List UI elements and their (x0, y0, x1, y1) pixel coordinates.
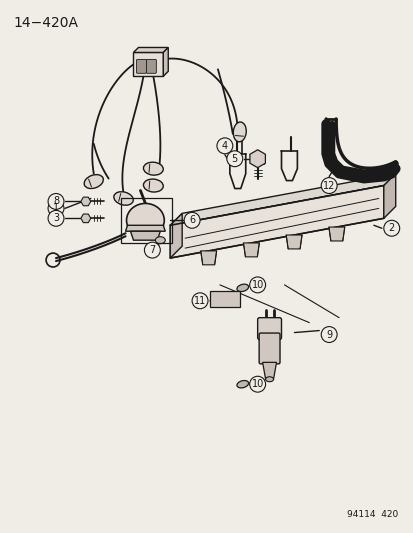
Circle shape (48, 193, 64, 209)
Circle shape (320, 177, 336, 193)
Circle shape (184, 212, 199, 228)
Polygon shape (130, 231, 160, 240)
Circle shape (249, 376, 265, 392)
Circle shape (48, 200, 64, 216)
Circle shape (249, 277, 265, 293)
Polygon shape (170, 174, 395, 225)
Ellipse shape (236, 284, 248, 292)
Polygon shape (81, 197, 90, 206)
Polygon shape (243, 243, 259, 257)
Circle shape (216, 138, 232, 154)
Text: 3: 3 (53, 213, 59, 223)
Polygon shape (170, 213, 182, 258)
Circle shape (48, 211, 64, 227)
FancyBboxPatch shape (136, 59, 146, 74)
Polygon shape (133, 47, 168, 52)
Polygon shape (133, 52, 163, 76)
Text: 14−420A: 14−420A (13, 15, 78, 30)
Text: 5: 5 (231, 154, 237, 164)
Text: 12: 12 (322, 181, 335, 190)
Text: 9: 9 (325, 329, 332, 340)
Polygon shape (170, 185, 383, 258)
Text: 8: 8 (53, 197, 59, 206)
Polygon shape (163, 47, 168, 76)
Ellipse shape (143, 162, 163, 175)
Polygon shape (200, 251, 216, 265)
Text: 94114  420: 94114 420 (347, 510, 398, 519)
Polygon shape (125, 225, 165, 231)
Polygon shape (81, 214, 90, 223)
Text: 6: 6 (189, 215, 195, 225)
Polygon shape (262, 362, 276, 379)
Circle shape (144, 242, 160, 258)
Polygon shape (383, 174, 395, 219)
Circle shape (192, 293, 207, 309)
Circle shape (226, 151, 242, 167)
Text: 1: 1 (53, 204, 59, 213)
FancyBboxPatch shape (209, 291, 239, 306)
Ellipse shape (265, 377, 273, 382)
Ellipse shape (126, 204, 164, 237)
Polygon shape (285, 235, 301, 249)
FancyBboxPatch shape (146, 59, 156, 74)
FancyBboxPatch shape (257, 318, 281, 340)
Text: 10: 10 (251, 379, 263, 389)
Ellipse shape (143, 179, 163, 192)
FancyBboxPatch shape (259, 333, 279, 364)
Text: 10: 10 (251, 280, 263, 290)
Polygon shape (249, 150, 265, 168)
Text: 7: 7 (149, 245, 155, 255)
Circle shape (320, 327, 336, 343)
Text: 2: 2 (388, 223, 394, 233)
Ellipse shape (236, 381, 248, 388)
Ellipse shape (84, 175, 103, 189)
Text: 11: 11 (193, 296, 206, 306)
Text: 4: 4 (221, 141, 228, 151)
Ellipse shape (155, 237, 165, 244)
Circle shape (383, 220, 399, 236)
Ellipse shape (114, 192, 133, 205)
Polygon shape (328, 227, 344, 241)
Ellipse shape (233, 122, 246, 142)
